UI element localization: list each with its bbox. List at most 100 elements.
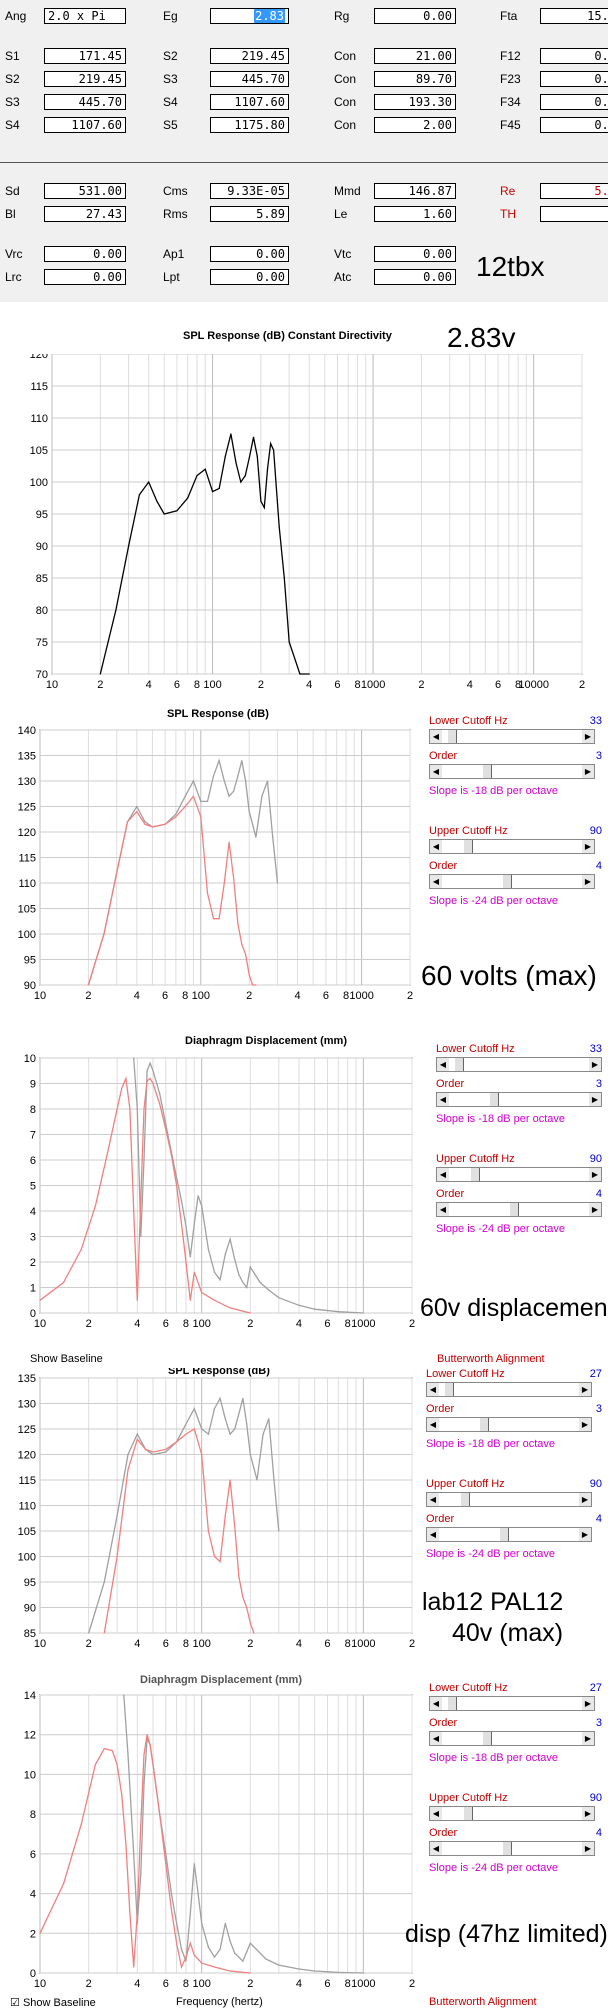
param-field-lrc[interactable]: 0.00 <box>44 269 126 285</box>
param-field-s2[interactable]: 219.45 <box>44 71 126 87</box>
param-field-con[interactable]: 193.30 <box>374 94 456 110</box>
upper-cutoff-slider[interactable]: ◀ ▶ <box>426 1492 592 1507</box>
param-field-ap1[interactable]: 0.00 <box>210 246 289 262</box>
param-field-f45[interactable]: 0.0 <box>540 117 608 133</box>
param-field-th[interactable]: 3 <box>540 206 608 222</box>
slider-thumb[interactable] <box>501 875 512 888</box>
slider-thumb[interactable] <box>453 1058 464 1071</box>
param-field-re[interactable]: 5.0 <box>540 183 608 199</box>
scroll-right-icon[interactable]: ▶ <box>582 875 594 888</box>
param-field-con[interactable]: 21.00 <box>374 48 456 64</box>
slider-thumb[interactable] <box>463 1807 474 1820</box>
slider-thumb[interactable] <box>443 1383 454 1396</box>
scroll-right-icon[interactable]: ▶ <box>582 1732 594 1745</box>
scroll-left-icon[interactable]: ◀ <box>437 1093 449 1106</box>
scroll-left-icon[interactable]: ◀ <box>430 1807 442 1820</box>
slider-thumb[interactable] <box>446 730 457 743</box>
slider-thumb[interactable] <box>508 1203 519 1216</box>
scroll-right-icon[interactable]: ▶ <box>582 1842 594 1855</box>
lower-order-slider[interactable]: ◀ ▶ <box>429 1731 595 1746</box>
scroll-left-icon[interactable]: ◀ <box>430 730 442 743</box>
scroll-right-icon[interactable]: ▶ <box>579 1528 591 1541</box>
param-field-rms[interactable]: 5.89 <box>210 206 289 222</box>
scroll-right-icon[interactable]: ▶ <box>582 1807 594 1820</box>
param-field-fta[interactable]: 15.8 <box>540 8 608 24</box>
param-field-eg[interactable]: 2.83 <box>210 8 289 24</box>
scroll-right-icon[interactable]: ▶ <box>589 1058 601 1071</box>
lower-cutoff-slider[interactable]: ◀ ▶ <box>429 729 595 744</box>
param-field-f23[interactable]: 0.0 <box>540 71 608 87</box>
param-field-s4[interactable]: 1107.60 <box>44 117 126 133</box>
param-field-vtc[interactable]: 0.00 <box>374 246 456 262</box>
scroll-left-icon[interactable]: ◀ <box>437 1203 449 1216</box>
scroll-left-icon[interactable]: ◀ <box>430 1697 442 1710</box>
scroll-left-icon[interactable]: ◀ <box>430 1842 442 1855</box>
param-field-s4[interactable]: 1107.60 <box>210 94 289 110</box>
param-field-s3[interactable]: 445.70 <box>44 94 126 110</box>
upper-cutoff-slider[interactable]: ◀ ▶ <box>436 1167 602 1182</box>
param-field-lpt[interactable]: 0.00 <box>210 269 289 285</box>
scroll-left-icon[interactable]: ◀ <box>427 1418 439 1431</box>
checkbox-icon[interactable]: ☑ <box>10 1997 20 2009</box>
upper-cutoff-slider[interactable]: ◀ ▶ <box>429 1806 595 1821</box>
param-field-rg[interactable]: 0.00 <box>374 8 456 24</box>
lower-cutoff-slider[interactable]: ◀ ▶ <box>426 1382 592 1397</box>
scroll-right-icon[interactable]: ▶ <box>582 765 594 778</box>
slider-thumb[interactable] <box>446 1697 457 1710</box>
scroll-right-icon[interactable]: ▶ <box>589 1168 601 1181</box>
upper-order-slider[interactable]: ◀ ▶ <box>429 874 595 889</box>
param-field-mmd[interactable]: 146.87 <box>374 183 456 199</box>
lower-order-slider[interactable]: ◀ ▶ <box>429 764 595 779</box>
param-field-vrc[interactable]: 0.00 <box>44 246 126 262</box>
scroll-right-icon[interactable]: ▶ <box>582 840 594 853</box>
param-field-sd[interactable]: 531.00 <box>44 183 126 199</box>
scroll-left-icon[interactable]: ◀ <box>430 1732 442 1745</box>
scroll-left-icon[interactable]: ◀ <box>430 840 442 853</box>
slider-thumb[interactable] <box>501 1842 512 1855</box>
slider-thumb[interactable] <box>482 1732 493 1745</box>
param-field-atc[interactable]: 0.00 <box>374 269 456 285</box>
scroll-right-icon[interactable]: ▶ <box>582 730 594 743</box>
scroll-left-icon[interactable]: ◀ <box>437 1058 449 1071</box>
scroll-left-icon[interactable]: ◀ <box>437 1168 449 1181</box>
show-baseline-cut[interactable]: Show Baseline <box>30 1353 103 1365</box>
param-field-f12[interactable]: 0.0 <box>540 48 608 64</box>
upper-order-slider[interactable]: ◀ ▶ <box>436 1202 602 1217</box>
scroll-right-icon[interactable]: ▶ <box>579 1418 591 1431</box>
lower-cutoff-slider[interactable]: ◀ ▶ <box>429 1696 595 1711</box>
lower-order-slider[interactable]: ◀ ▶ <box>426 1417 592 1432</box>
param-field-bl[interactable]: 27.43 <box>44 206 126 222</box>
scroll-left-icon[interactable]: ◀ <box>427 1383 439 1396</box>
slider-thumb[interactable] <box>482 765 493 778</box>
param-field-s1[interactable]: 171.45 <box>44 48 126 64</box>
scroll-left-icon[interactable]: ◀ <box>430 875 442 888</box>
show-baseline-checkbox[interactable]: ☑ Show Baseline <box>10 1996 96 2009</box>
lower-order-slider[interactable]: ◀ ▶ <box>436 1092 602 1107</box>
slider-thumb[interactable] <box>460 1493 471 1506</box>
upper-order-slider[interactable]: ◀ ▶ <box>426 1527 592 1542</box>
param-field-s5[interactable]: 1175.80 <box>210 117 289 133</box>
scroll-right-icon[interactable]: ▶ <box>582 1697 594 1710</box>
param-field-le[interactable]: 1.60 <box>374 206 456 222</box>
scroll-left-icon[interactable]: ◀ <box>427 1528 439 1541</box>
param-field-ang[interactable]: 2.0 x Pi <box>44 8 126 24</box>
param-field-con[interactable]: 89.70 <box>374 71 456 87</box>
param-field-f34[interactable]: 0.0 <box>540 94 608 110</box>
upper-order-slider[interactable]: ◀ ▶ <box>429 1841 595 1856</box>
scroll-right-icon[interactable]: ▶ <box>579 1493 591 1506</box>
scroll-left-icon[interactable]: ◀ <box>427 1493 439 1506</box>
slider-thumb[interactable] <box>470 1168 481 1181</box>
slider-thumb[interactable] <box>489 1093 500 1106</box>
scroll-right-icon[interactable]: ▶ <box>589 1203 601 1216</box>
param-field-s3[interactable]: 445.70 <box>210 71 289 87</box>
slider-thumb[interactable] <box>498 1528 509 1541</box>
slider-thumb[interactable] <box>479 1418 490 1431</box>
param-field-cms[interactable]: 9.33E-05 <box>210 183 289 199</box>
param-field-s2[interactable]: 219.45 <box>210 48 289 64</box>
scroll-left-icon[interactable]: ◀ <box>430 765 442 778</box>
slider-thumb[interactable] <box>463 840 474 853</box>
upper-cutoff-slider[interactable]: ◀ ▶ <box>429 839 595 854</box>
scroll-right-icon[interactable]: ▶ <box>589 1093 601 1106</box>
scroll-right-icon[interactable]: ▶ <box>579 1383 591 1396</box>
lower-cutoff-slider[interactable]: ◀ ▶ <box>436 1057 602 1072</box>
